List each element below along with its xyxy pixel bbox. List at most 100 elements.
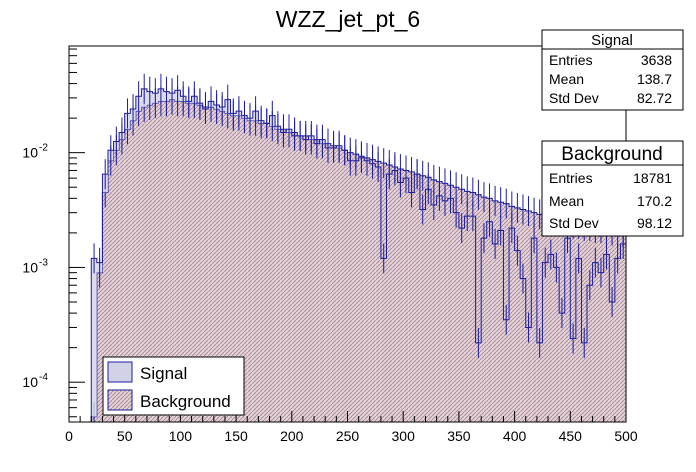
background-bar: [180, 101, 186, 422]
background-bar: [548, 217, 554, 422]
background-mean-label: Mean: [549, 193, 584, 209]
background-bar: [492, 200, 498, 422]
background-bar: [102, 192, 108, 422]
background-bar: [486, 198, 493, 422]
background-bar: [319, 143, 326, 422]
legend-label-background: Background: [140, 392, 231, 411]
background-bar: [570, 223, 576, 422]
background-bar: [269, 126, 276, 422]
background-bar: [414, 174, 420, 422]
background-bar: [341, 150, 348, 422]
signal-entries-label: Entries: [549, 52, 593, 68]
x-tick-label: 250: [336, 428, 360, 444]
signal-std-label: Std Dev: [549, 90, 599, 106]
background-bar: [436, 181, 443, 422]
background-bar: [614, 232, 621, 422]
background-bar: [347, 152, 354, 423]
background-bar: [353, 154, 359, 422]
background-bar: [581, 225, 588, 422]
signal-stats-header: Signal: [591, 32, 633, 49]
background-std-value: 98.12: [637, 215, 672, 231]
background-bar: [197, 105, 203, 422]
x-tick-label: 300: [392, 428, 416, 444]
y-tick-label: 10: [22, 145, 38, 161]
background-bar: [419, 175, 426, 422]
y-tick-label: 10: [22, 374, 38, 390]
background-entries-value: 18781: [633, 170, 672, 186]
background-bar: [380, 163, 387, 422]
signal-mean-value: 138.7: [637, 71, 672, 87]
background-bar: [514, 207, 521, 422]
background-bar: [152, 103, 159, 422]
x-tick-label: 0: [65, 428, 73, 444]
background-bar: [542, 216, 549, 422]
background-bar: [280, 129, 287, 422]
background-bar: [397, 169, 404, 422]
background-std-label: Std Dev: [549, 215, 599, 231]
background-bar: [364, 157, 370, 422]
signal-entries-value: 3638: [641, 52, 672, 68]
signal-excess-fill: [91, 258, 97, 417]
legend-swatch-background: [107, 389, 133, 411]
background-bar: [275, 129, 281, 422]
x-tick-label: 100: [169, 428, 193, 444]
background-bar: [219, 111, 225, 423]
background-bar: [481, 197, 487, 422]
background-bar: [302, 135, 309, 422]
background-bar: [174, 101, 181, 422]
signal-mean-label: Mean: [549, 71, 584, 87]
x-axis: 0 50 100 150 200 250 300 350 400 450 500: [65, 411, 638, 444]
x-tick-label: 150: [224, 428, 248, 444]
y-axis: 10-210-310-4: [22, 48, 85, 418]
background-bar: [314, 139, 320, 422]
y-tick-label: 10: [22, 259, 38, 275]
background-bar: [247, 120, 253, 422]
background-bar: [358, 156, 365, 422]
background-bar: [442, 183, 448, 422]
background-entries-label: Entries: [549, 170, 593, 186]
x-tick-label: 450: [559, 428, 583, 444]
background-bar: [202, 106, 209, 422]
background-bar: [375, 161, 381, 422]
legend-swatch-signal: [107, 361, 133, 383]
background-bar: [425, 177, 432, 422]
background-bar: [224, 113, 231, 422]
background-bar: [403, 170, 409, 422]
background-bar: [509, 206, 515, 422]
background-bar: [520, 209, 526, 422]
background-bar: [124, 129, 131, 422]
background-bar: [598, 228, 604, 422]
background-bar: [191, 103, 198, 422]
background-bar: [592, 228, 599, 422]
background-bar: [336, 147, 342, 422]
y-tick-exponent: -3: [39, 257, 48, 268]
x-tick-label: 50: [117, 428, 133, 444]
background-bar: [609, 230, 615, 422]
signal-stats-box: Signal Entries 3638 Mean 138.7 Std Dev 8…: [541, 29, 684, 111]
background-bar: [564, 221, 571, 422]
background-bar: [531, 212, 537, 422]
signal-std-value: 82.72: [637, 90, 672, 106]
background-bar: [96, 272, 103, 422]
background-bar: [431, 179, 437, 422]
background-bar: [213, 109, 220, 422]
background-bar: [408, 171, 415, 422]
background-bar: [236, 115, 242, 423]
background-bar: [470, 192, 476, 422]
background-bar: [113, 150, 120, 422]
background-bar: [620, 232, 626, 422]
background-bar: [587, 225, 593, 422]
background-mean-value: 170.2: [637, 193, 672, 209]
background-bar: [146, 105, 153, 422]
background-bar: [553, 219, 560, 422]
background-bar: [308, 139, 315, 422]
background-bar: [536, 214, 543, 422]
background-bar: [325, 143, 331, 422]
background-bar: [119, 139, 125, 422]
background-bar: [603, 230, 610, 422]
background-bar: [392, 167, 398, 422]
y-tick-exponent: -4: [39, 372, 48, 383]
background-bar: [453, 187, 459, 422]
background-bar: [185, 103, 192, 422]
background-bar: [291, 132, 298, 422]
